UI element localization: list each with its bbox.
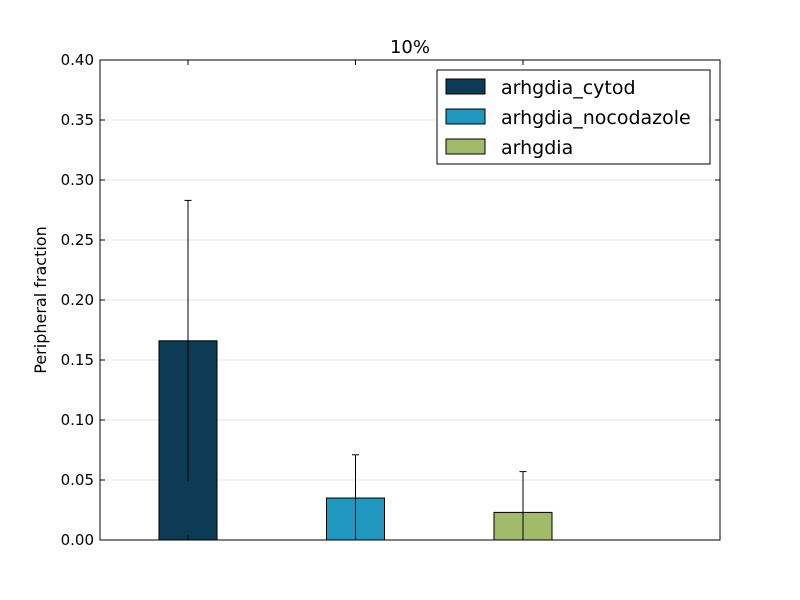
- y-axis: 0.00 0.05 0.10 0.15 0.20 0.25 0.30 0.35 0.40: [61, 51, 720, 549]
- y-tick-label: 0.40: [61, 51, 94, 69]
- legend-swatch-arhgdia: [445, 138, 486, 155]
- y-tick-label: 0.15: [61, 351, 94, 369]
- legend-swatch-arhgdia_nocodazole: [445, 108, 486, 125]
- legend-label-arhgdia: arhgdia: [501, 137, 573, 159]
- chart-title: 10%: [390, 37, 430, 58]
- error-bars-group: [184, 199, 527, 540]
- legend-swatch-arhgdia_cytod: [445, 78, 486, 95]
- y-tick-label: 0.35: [61, 111, 94, 129]
- y-tick-label: 0.25: [61, 231, 94, 249]
- y-axis-label: Peripheral fraction: [31, 226, 50, 373]
- y-tick-label: 0.30: [61, 171, 94, 189]
- legend-label-arhgdia_nocodazole: arhgdia_nocodazole: [501, 107, 691, 129]
- y-tick-label: 0.05: [61, 471, 94, 489]
- legend-label-arhgdia_cytod: arhgdia_cytod: [501, 77, 636, 99]
- y-tick-label: 0.20: [61, 291, 94, 309]
- y-tick-label: 0.10: [61, 411, 94, 429]
- y-tick-label: 0.00: [61, 531, 94, 549]
